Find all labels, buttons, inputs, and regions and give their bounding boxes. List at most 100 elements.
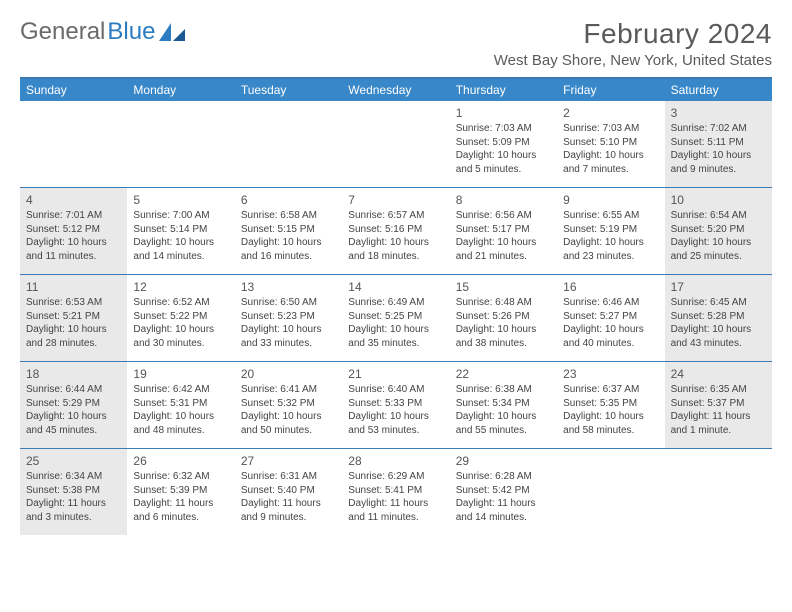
calendar-day: 20Sunrise: 6:41 AMSunset: 5:32 PMDayligh… xyxy=(235,362,342,448)
weekday-header-row: SundayMondayTuesdayWednesdayThursdayFrid… xyxy=(20,79,772,101)
calendar-day-empty xyxy=(557,449,664,535)
weekday-header: Tuesday xyxy=(235,79,342,101)
weekday-header: Thursday xyxy=(450,79,557,101)
day-number: 15 xyxy=(456,280,551,294)
calendar-day-empty xyxy=(235,101,342,187)
day-number: 12 xyxy=(133,280,228,294)
calendar-week-row: 25 Sunrise: 6:34 AMSunset: 5:38 PMDayligh… xyxy=(20,448,772,535)
day-number: 25 xyxy=(26,454,121,468)
day-info: Sunrise: 6:58 AMSunset: 5:15 PMDaylight:… xyxy=(241,209,336,263)
weekday-header: Sunday xyxy=(20,79,127,101)
day-info: Sunrise: 6:29 AMSunset: 5:41 PMDaylight:… xyxy=(348,470,443,524)
calendar-day: 7 Sunrise: 6:57 AMSunset: 5:16 PMDaylight… xyxy=(342,188,449,274)
calendar-week-row: 4Sunrise: 7:01 AMSunset: 5:12 PMDaylight… xyxy=(20,187,772,274)
day-info: Sunrise: 7:02 AMSunset: 5:11 PMDaylight:… xyxy=(671,122,766,176)
day-number: 21 xyxy=(348,367,443,381)
day-info: Sunrise: 6:45 AMSunset: 5:28 PMDaylight:… xyxy=(671,296,766,350)
day-number: 14 xyxy=(348,280,443,294)
day-info: Sunrise: 7:03 AMSunset: 5:09 PMDaylight:… xyxy=(456,122,551,176)
header: GeneralBlue February 2024 West Bay Shore… xyxy=(20,18,772,69)
day-number: 26 xyxy=(133,454,228,468)
brand-part2: Blue xyxy=(107,18,155,46)
day-number: 4 xyxy=(26,193,121,207)
day-number: 18 xyxy=(26,367,121,381)
calendar-day: 1Sunrise: 7:03 AMSunset: 5:09 PMDaylight… xyxy=(450,101,557,187)
brand-part1: General xyxy=(20,18,105,46)
calendar-day: 2Sunrise: 7:03 AMSunset: 5:10 PMDaylight… xyxy=(557,101,664,187)
day-number: 7 xyxy=(348,193,443,207)
day-info: Sunrise: 6:54 AMSunset: 5:20 PMDaylight:… xyxy=(671,209,766,263)
month-title: February 2024 xyxy=(494,18,772,50)
calendar-day: 13Sunrise: 6:50 AMSunset: 5:23 PMDayligh… xyxy=(235,275,342,361)
calendar-day-empty xyxy=(20,101,127,187)
day-info: Sunrise: 6:56 AMSunset: 5:17 PMDaylight:… xyxy=(456,209,551,263)
day-number: 19 xyxy=(133,367,228,381)
title-block: February 2024 West Bay Shore, New York, … xyxy=(494,18,772,69)
day-number: 20 xyxy=(241,367,336,381)
calendar-day: 23 Sunrise: 6:37 AMSunset: 5:35 PMDayligh… xyxy=(557,362,664,448)
calendar-day: 25 Sunrise: 6:34 AMSunset: 5:38 PMDayligh… xyxy=(20,449,127,535)
calendar-week-row: 11 Sunrise: 6:53 AMSunset: 5:21 PMDayligh… xyxy=(20,274,772,361)
day-number: 6 xyxy=(241,193,336,207)
day-info: Sunrise: 6:32 AMSunset: 5:39 PMDaylight:… xyxy=(133,470,228,524)
day-number: 8 xyxy=(456,193,551,207)
calendar-day: 11 Sunrise: 6:53 AMSunset: 5:21 PMDayligh… xyxy=(20,275,127,361)
day-info: Sunrise: 6:28 AMSunset: 5:42 PMDaylight:… xyxy=(456,470,551,524)
day-info: Sunrise: 6:50 AMSunset: 5:23 PMDaylight:… xyxy=(241,296,336,350)
calendar-day: 6 Sunrise: 6:58 AMSunset: 5:15 PMDaylight… xyxy=(235,188,342,274)
calendar-week-row: 18 Sunrise: 6:44 AMSunset: 5:29 PMDayligh… xyxy=(20,361,772,448)
day-info: Sunrise: 6:34 AMSunset: 5:38 PMDaylight:… xyxy=(26,470,121,524)
calendar-day: 3 Sunrise: 7:02 AMSunset: 5:11 PMDaylight… xyxy=(665,101,772,187)
day-info: Sunrise: 6:31 AMSunset: 5:40 PMDaylight:… xyxy=(241,470,336,524)
weekday-header: Monday xyxy=(127,79,234,101)
weekday-header: Wednesday xyxy=(342,79,449,101)
day-info: Sunrise: 6:49 AMSunset: 5:25 PMDaylight:… xyxy=(348,296,443,350)
calendar-day: 8 Sunrise: 6:56 AMSunset: 5:17 PMDaylight… xyxy=(450,188,557,274)
day-number: 22 xyxy=(456,367,551,381)
calendar-day: 15 Sunrise: 6:48 AMSunset: 5:26 PMDayligh… xyxy=(450,275,557,361)
day-number: 29 xyxy=(456,454,551,468)
calendar-day: 27 Sunrise: 6:31 AMSunset: 5:40 PMDayligh… xyxy=(235,449,342,535)
day-number: 3 xyxy=(671,106,766,120)
sail-icon xyxy=(159,23,185,41)
day-number: 16 xyxy=(563,280,658,294)
calendar-day: 10 Sunrise: 6:54 AMSunset: 5:20 PMDayligh… xyxy=(665,188,772,274)
calendar-day: 22 Sunrise: 6:38 AMSunset: 5:34 PMDayligh… xyxy=(450,362,557,448)
day-number: 27 xyxy=(241,454,336,468)
day-info: Sunrise: 6:37 AMSunset: 5:35 PMDaylight:… xyxy=(563,383,658,437)
day-info: Sunrise: 6:42 AMSunset: 5:31 PMDaylight:… xyxy=(133,383,228,437)
day-number: 10 xyxy=(671,193,766,207)
day-info: Sunrise: 6:48 AMSunset: 5:26 PMDaylight:… xyxy=(456,296,551,350)
day-number: 23 xyxy=(563,367,658,381)
calendar-day: 28Sunrise: 6:29 AMSunset: 5:41 PMDayligh… xyxy=(342,449,449,535)
day-info: Sunrise: 6:38 AMSunset: 5:34 PMDaylight:… xyxy=(456,383,551,437)
day-number: 11 xyxy=(26,280,121,294)
day-info: Sunrise: 6:40 AMSunset: 5:33 PMDaylight:… xyxy=(348,383,443,437)
calendar-day-empty xyxy=(342,101,449,187)
calendar-day: 14 Sunrise: 6:49 AMSunset: 5:25 PMDayligh… xyxy=(342,275,449,361)
calendar-day: 4Sunrise: 7:01 AMSunset: 5:12 PMDaylight… xyxy=(20,188,127,274)
day-number: 17 xyxy=(671,280,766,294)
calendar-day: 24Sunrise: 6:35 AMSunset: 5:37 PMDayligh… xyxy=(665,362,772,448)
calendar-day: 19 Sunrise: 6:42 AMSunset: 5:31 PMDayligh… xyxy=(127,362,234,448)
calendar-day: 16Sunrise: 6:46 AMSunset: 5:27 PMDayligh… xyxy=(557,275,664,361)
calendar-day: 21 Sunrise: 6:40 AMSunset: 5:33 PMDayligh… xyxy=(342,362,449,448)
calendar-day: 5 Sunrise: 7:00 AMSunset: 5:14 PMDaylight… xyxy=(127,188,234,274)
calendar-week-row: 1Sunrise: 7:03 AMSunset: 5:09 PMDaylight… xyxy=(20,101,772,187)
brand-logo: GeneralBlue xyxy=(20,18,185,46)
day-info: Sunrise: 6:44 AMSunset: 5:29 PMDaylight:… xyxy=(26,383,121,437)
day-info: Sunrise: 6:52 AMSunset: 5:22 PMDaylight:… xyxy=(133,296,228,350)
location-label: West Bay Shore, New York, United States xyxy=(494,52,772,69)
day-info: Sunrise: 6:57 AMSunset: 5:16 PMDaylight:… xyxy=(348,209,443,263)
day-info: Sunrise: 6:53 AMSunset: 5:21 PMDaylight:… xyxy=(26,296,121,350)
calendar-day: 9Sunrise: 6:55 AMSunset: 5:19 PMDaylight… xyxy=(557,188,664,274)
weekday-header: Friday xyxy=(557,79,664,101)
weekday-header: Saturday xyxy=(665,79,772,101)
day-number: 5 xyxy=(133,193,228,207)
calendar-day: 26 Sunrise: 6:32 AMSunset: 5:39 PMDayligh… xyxy=(127,449,234,535)
calendar: SundayMondayTuesdayWednesdayThursdayFrid… xyxy=(20,77,772,535)
day-info: Sunrise: 7:00 AMSunset: 5:14 PMDaylight:… xyxy=(133,209,228,263)
calendar-day: 12 Sunrise: 6:52 AMSunset: 5:22 PMDayligh… xyxy=(127,275,234,361)
day-number: 24 xyxy=(671,367,766,381)
calendar-day: 18 Sunrise: 6:44 AMSunset: 5:29 PMDayligh… xyxy=(20,362,127,448)
